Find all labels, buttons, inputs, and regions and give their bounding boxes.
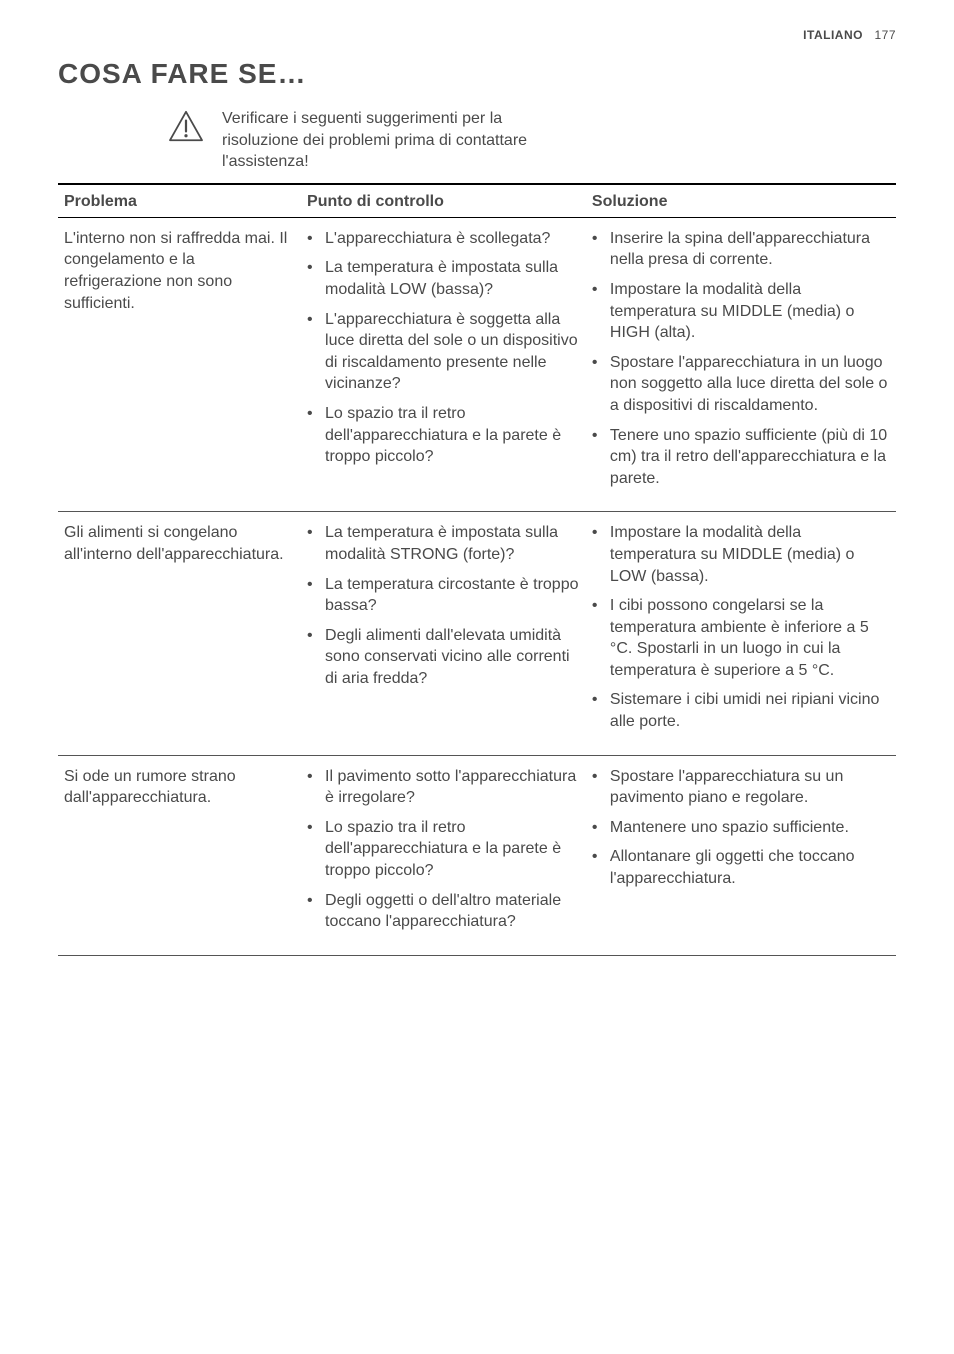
solution-cell: Inserire la spina dell'apparecchiatura n… — [586, 217, 896, 512]
troubleshooting-table: Problema Punto di controllo Soluzione L'… — [58, 183, 896, 956]
table-row: Gli alimenti si congelano all'interno de… — [58, 512, 896, 755]
solution-item: Inserire la spina dell'apparecchiatura n… — [592, 228, 890, 271]
checkpoint-item: La temperatura è impostata sulla modalit… — [307, 257, 580, 300]
solution-item: Spostare l'apparecchiatura in un luogo n… — [592, 352, 890, 417]
checkpoint-item: Il pavimento sotto l'apparecchiatura è i… — [307, 766, 580, 809]
warning-triangle-icon — [158, 108, 214, 142]
page-header: ITALIANO 177 — [58, 28, 896, 42]
checkpoint-item: Degli alimenti dall'elevata umidità sono… — [307, 625, 580, 690]
checkpoint-item: La temperatura circostante è troppo bass… — [307, 574, 580, 617]
solution-item: Spostare l'apparecchiatura su un pavimen… — [592, 766, 890, 809]
solution-item: I cibi possono congelarsi se la temperat… — [592, 595, 890, 681]
checkpoint-item: Degli oggetti o dell'altro materiale toc… — [307, 890, 580, 933]
checkpoint-item: Lo spazio tra il retro dell'apparecchiat… — [307, 817, 580, 882]
solution-item: Mantenere uno spazio sufficiente. — [592, 817, 890, 839]
solution-item: Allontanare gli oggetti che toccano l'ap… — [592, 846, 890, 889]
col-header-solution: Soluzione — [586, 184, 896, 218]
col-header-problem: Problema — [58, 184, 301, 218]
problem-cell: L'interno non si raffredda mai. Il conge… — [58, 217, 301, 512]
checkpoint-cell: Il pavimento sotto l'apparecchiatura è i… — [301, 755, 586, 955]
checkpoint-cell: La temperatura è impostata sulla modalit… — [301, 512, 586, 755]
solution-cell: Spostare l'apparecchiatura su un pavimen… — [586, 755, 896, 955]
checkpoint-item: La temperatura è impostata sulla modalit… — [307, 522, 580, 565]
solution-item: Sistemare i cibi umidi nei ripiani vicin… — [592, 689, 890, 732]
solution-item: Impostare la modalità della temperatura … — [592, 279, 890, 344]
page-number: 177 — [874, 28, 896, 42]
solution-cell: Impostare la modalità della temperatura … — [586, 512, 896, 755]
warning-text: Verificare i seguenti suggerimenti per l… — [222, 108, 542, 173]
warning-block: Verificare i seguenti suggerimenti per l… — [58, 108, 896, 173]
solution-item: Tenere uno spazio sufficiente (più di 10… — [592, 425, 890, 490]
solution-item: Impostare la modalità della temperatura … — [592, 522, 890, 587]
problem-cell: Gli alimenti si congelano all'interno de… — [58, 512, 301, 755]
col-header-checkpoint: Punto di controllo — [301, 184, 586, 218]
page-title: COSA FARE SE… — [58, 58, 896, 90]
problem-cell: Si ode un rumore strano dall'apparecchia… — [58, 755, 301, 955]
checkpoint-cell: L'apparecchiatura è scollegata? La temper… — [301, 217, 586, 512]
checkpoint-item: Lo spazio tra il retro dell'apparecchiat… — [307, 403, 580, 468]
checkpoint-item: L'apparecchiatura è scollegata? — [307, 228, 580, 250]
checkpoint-item: L'apparecchiatura è soggetta alla luce d… — [307, 309, 580, 395]
language-label: ITALIANO — [803, 28, 863, 42]
table-row: L'interno non si raffredda mai. Il conge… — [58, 217, 896, 512]
table-row: Si ode un rumore strano dall'apparecchia… — [58, 755, 896, 955]
